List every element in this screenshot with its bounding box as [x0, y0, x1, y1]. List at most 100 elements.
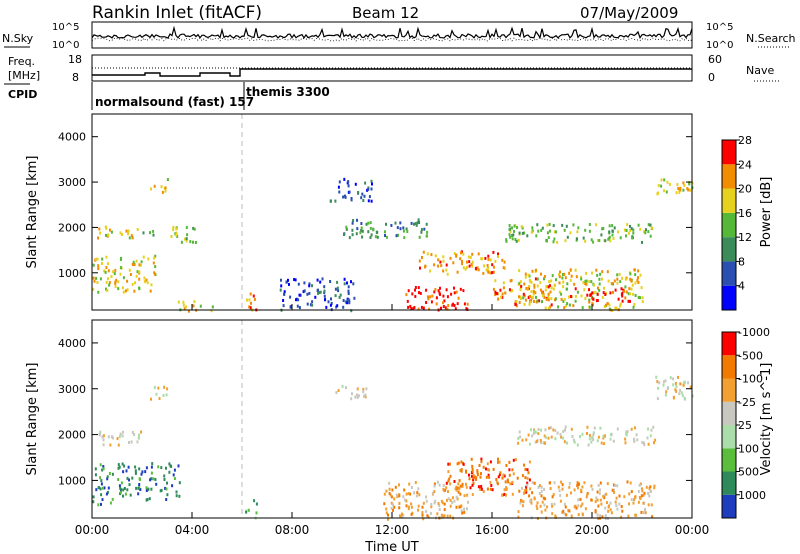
data-cell	[299, 293, 302, 297]
data-cell	[642, 501, 645, 505]
data-cell	[547, 285, 550, 289]
data-cell	[454, 307, 457, 311]
data-cell	[596, 498, 599, 502]
data-cell	[101, 468, 104, 472]
colorbar-tick-label: 28	[738, 134, 752, 147]
data-cell	[534, 291, 537, 295]
data-cell	[562, 436, 565, 440]
data-cell	[651, 515, 654, 519]
data-cell	[367, 187, 370, 191]
data-cell	[511, 480, 514, 484]
data-cell	[519, 295, 522, 299]
data-cell	[488, 468, 491, 472]
data-cell	[412, 307, 415, 311]
data-cell	[624, 437, 627, 441]
data-cell	[597, 483, 600, 487]
data-cell	[628, 502, 630, 506]
data-cell	[561, 487, 564, 491]
data-cell	[102, 438, 105, 442]
data-cell	[554, 297, 557, 301]
data-cell	[593, 426, 596, 430]
data-cell	[450, 292, 453, 296]
data-cell	[102, 486, 104, 490]
data-cell	[280, 278, 282, 282]
data-cell	[108, 472, 111, 475]
colorbar-tick-label: 100	[738, 442, 759, 455]
data-cell	[136, 270, 139, 274]
data-cell	[490, 484, 493, 487]
data-cell	[289, 295, 292, 299]
data-cell	[559, 494, 562, 497]
data-cell	[588, 223, 591, 226]
data-cell	[352, 282, 355, 286]
data-cell	[619, 280, 622, 284]
data-cell	[157, 386, 160, 390]
data-cell	[459, 505, 462, 508]
data-cell	[410, 221, 413, 225]
data-cell	[92, 263, 95, 267]
data-cell	[427, 515, 430, 519]
data-cell	[250, 301, 252, 305]
data-cell	[539, 504, 542, 508]
data-cell	[601, 270, 604, 274]
data-cell	[294, 278, 297, 282]
data-cell	[592, 438, 595, 442]
data-cell	[164, 189, 167, 193]
data-cell	[456, 486, 459, 490]
data-cell	[99, 277, 102, 281]
data-cell	[455, 290, 458, 294]
data-cell	[572, 304, 575, 308]
data-cell	[432, 491, 435, 495]
data-cell	[460, 468, 463, 472]
data-cell	[652, 425, 655, 429]
data-cell	[486, 487, 489, 491]
data-cell	[121, 430, 124, 434]
data-cell	[459, 257, 462, 261]
data-cell	[568, 271, 571, 275]
data-cell	[509, 229, 512, 233]
data-cell	[192, 226, 195, 230]
data-cell	[398, 483, 400, 487]
data-cell	[354, 395, 357, 399]
data-cell	[612, 237, 615, 240]
data-cell	[553, 481, 556, 485]
data-cell	[444, 306, 447, 310]
data-cell	[563, 512, 566, 516]
data-cell	[525, 490, 528, 494]
data-cell	[100, 502, 102, 506]
data-cell	[533, 283, 536, 287]
data-cell	[581, 306, 584, 310]
data-cell	[147, 487, 150, 491]
data-cell	[456, 462, 459, 466]
time-axis-label: Time UT	[364, 540, 418, 554]
data-cell	[662, 380, 665, 384]
data-cell	[565, 493, 568, 497]
data-cell	[453, 291, 456, 295]
data-cell	[505, 486, 508, 489]
data-cell	[599, 426, 602, 430]
data-cell	[482, 465, 485, 469]
data-cell	[138, 433, 141, 437]
data-cell	[515, 299, 518, 303]
data-cell	[150, 397, 152, 401]
data-cell	[308, 284, 311, 288]
data-cell	[574, 268, 577, 272]
data-cell	[650, 226, 653, 230]
data-cell	[347, 184, 350, 188]
data-cell	[543, 295, 546, 299]
data-cell	[585, 282, 588, 286]
data-cell	[469, 255, 472, 259]
data-cell	[621, 509, 624, 513]
data-cell	[639, 482, 642, 486]
data-cell	[557, 485, 560, 489]
data-cell	[122, 494, 124, 498]
data-cell	[476, 473, 479, 477]
data-cell	[458, 479, 461, 483]
data-cell	[559, 499, 562, 503]
data-cell	[600, 233, 603, 237]
data-cell	[391, 488, 394, 492]
data-cell	[623, 228, 626, 232]
data-cell	[150, 187, 152, 191]
data-cell	[350, 280, 352, 284]
